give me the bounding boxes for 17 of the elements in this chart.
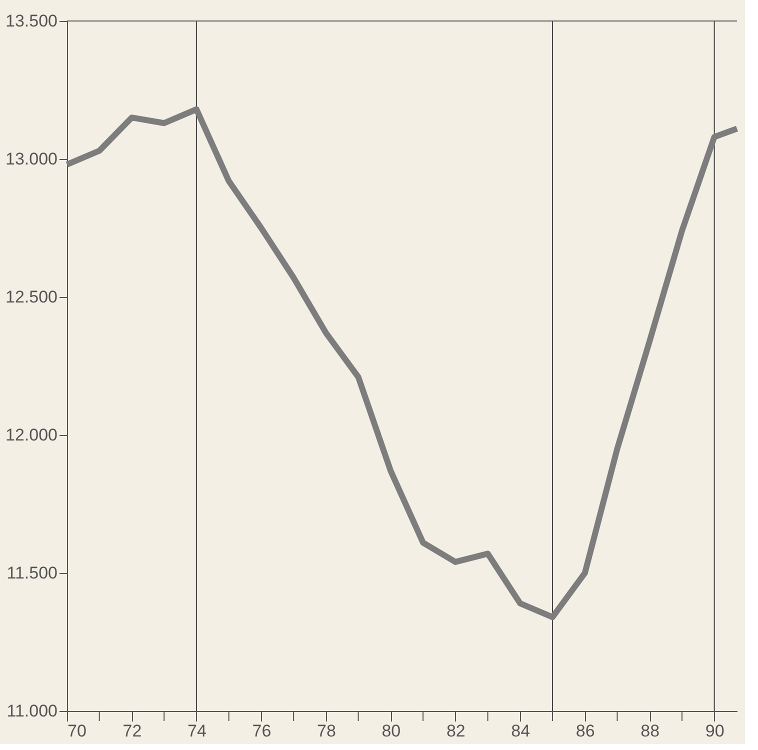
x-tick-label: 70	[68, 722, 86, 740]
y-tick-label: 11.500	[6, 564, 58, 582]
x-tick-label: 72	[122, 722, 142, 740]
x-tick-label: 86	[576, 722, 595, 740]
x-tick-label: 82	[446, 722, 466, 740]
y-tick-label: 12.000	[6, 426, 58, 444]
y-tick-label: 12.500	[6, 288, 58, 306]
y-tick-label: 13.500	[6, 12, 58, 30]
x-tick-label: 90	[705, 722, 724, 740]
x-tick-label: 78	[316, 722, 336, 740]
y-tick-label: 13.000	[6, 150, 58, 168]
x-tick-label: 74	[188, 722, 206, 740]
x-tick-label: 84	[511, 722, 530, 740]
y-tick-label: 11.000	[6, 702, 58, 720]
x-tick-label: 76	[252, 722, 272, 740]
x-tick-label: 88	[640, 722, 660, 740]
x-tick-label: 80	[382, 722, 401, 740]
